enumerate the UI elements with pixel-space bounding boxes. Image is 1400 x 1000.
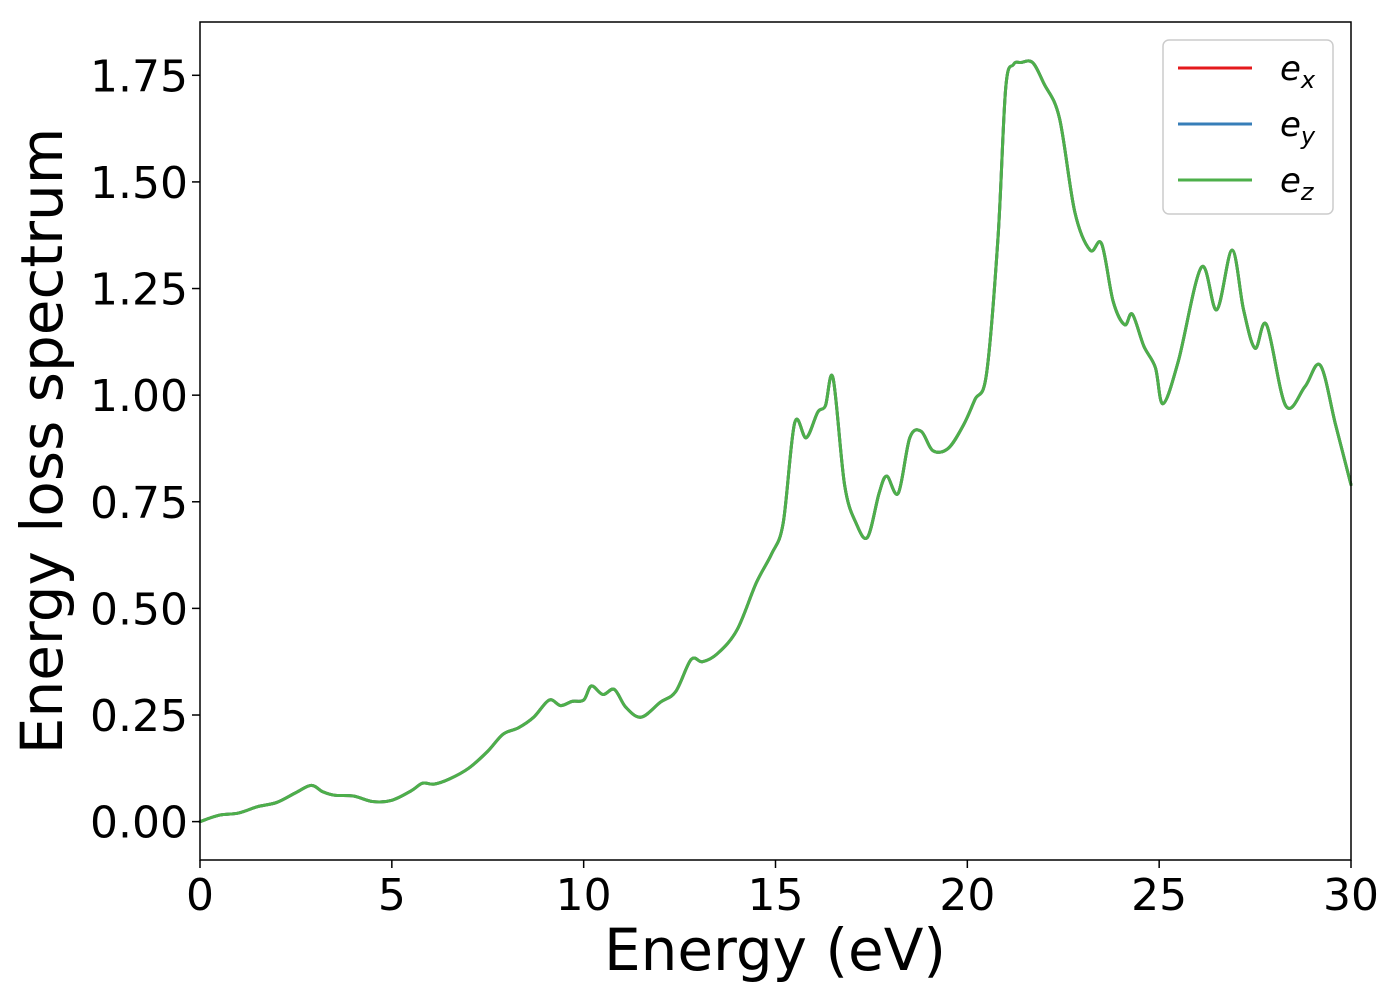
legend-label-e-x: ex [1280,49,1316,94]
y-axis: 0.00 0.25 0.50 0.75 1.00 1.25 1.50 1.75 [90,51,200,849]
series-line-e-z [198,59,1353,824]
legend-label-e-z: ez [1280,161,1315,206]
x-tick-label: 20 [939,870,995,921]
y-tick-label: 1.75 [90,51,188,102]
y-tick-label: 1.00 [90,371,188,422]
y-tick-label: 0.50 [90,584,188,635]
legend: ex ey ez [1162,39,1334,215]
legend-label-e-y: ey [1280,105,1316,150]
x-tick-label: 10 [556,870,612,921]
x-axis-label: Energy (eV) [604,916,946,984]
x-tick-label: 25 [1131,870,1187,921]
y-tick-label: 0.25 [90,691,188,742]
y-tick-label: 1.25 [90,265,188,316]
y-axis-label: Energy loss spectrum [8,128,76,754]
legend-box [1162,39,1334,215]
x-axis: 0 5 10 15 20 25 30 [186,860,1379,921]
series-layer [198,59,1353,824]
y-tick-label: 0.75 [90,478,188,529]
x-tick-label: 15 [748,870,804,921]
x-tick-label: 0 [186,870,214,921]
y-tick-label: 1.50 [90,158,188,209]
x-tick-label: 30 [1323,870,1379,921]
x-tick-label: 5 [378,870,406,921]
y-tick-label: 0.00 [90,798,188,849]
